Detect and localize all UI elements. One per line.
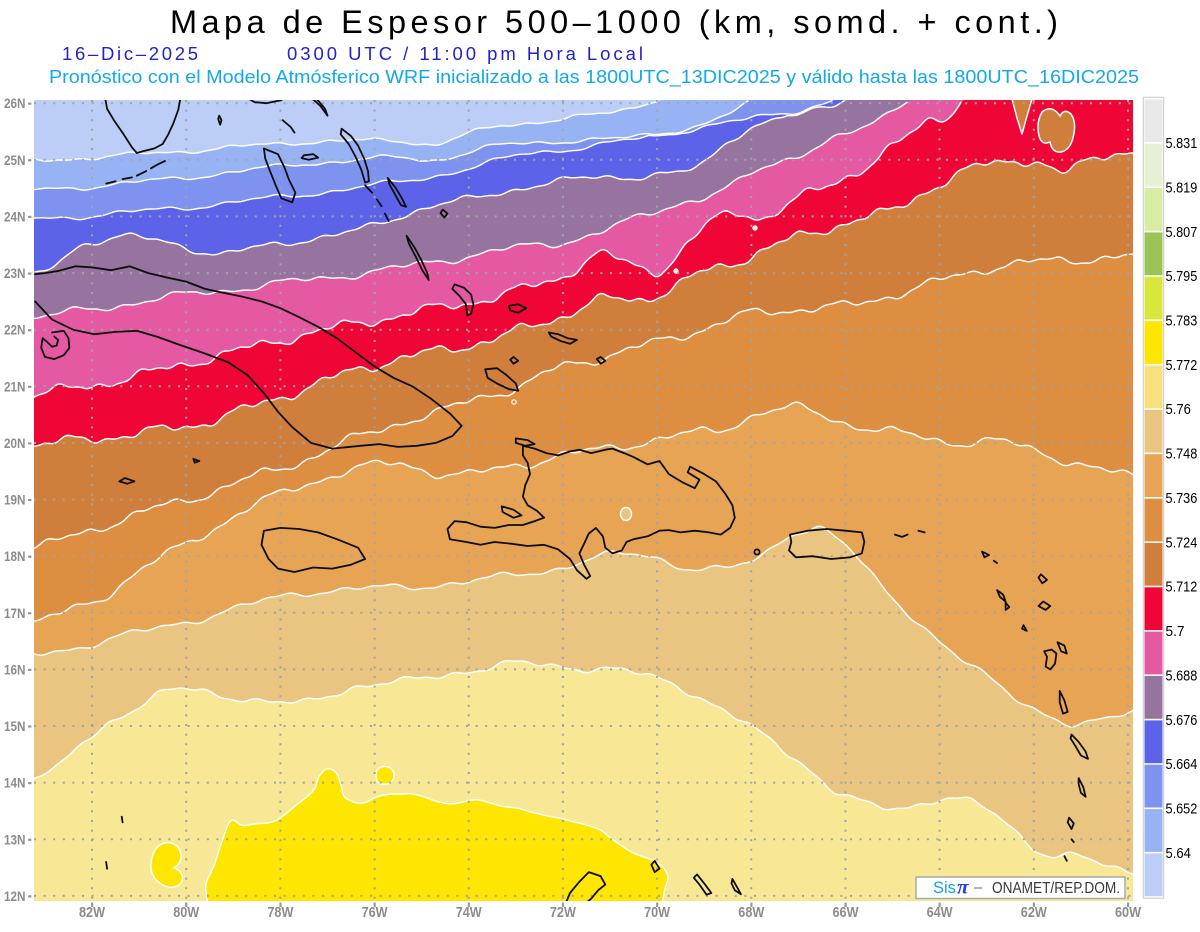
svg-text:5.831: 5.831 xyxy=(1166,136,1198,152)
svg-text:5.819: 5.819 xyxy=(1166,180,1198,196)
svg-text:80W: 80W xyxy=(173,904,200,921)
svg-text:76W: 76W xyxy=(362,904,389,921)
svg-text:22N: 22N xyxy=(4,322,26,338)
svg-text:0300 UTC / 11:00 pm Hora Local: 0300 UTC / 11:00 pm Hora Local xyxy=(287,43,643,64)
svg-text:26N: 26N xyxy=(4,95,26,111)
svg-text:5.783: 5.783 xyxy=(1166,314,1198,330)
svg-text:15N: 15N xyxy=(4,718,26,734)
svg-text:13N: 13N xyxy=(4,831,26,847)
svg-text:62W: 62W xyxy=(1021,904,1048,921)
svg-text:5.664: 5.664 xyxy=(1166,757,1198,773)
svg-text:14N: 14N xyxy=(4,775,26,791)
svg-text:5.652: 5.652 xyxy=(1166,802,1198,818)
svg-text:21N: 21N xyxy=(4,378,26,394)
svg-text:12N: 12N xyxy=(4,888,26,904)
svg-text:5.688: 5.688 xyxy=(1166,668,1198,684)
svg-text:ONAMET/REP.DOM.: ONAMET/REP.DOM. xyxy=(992,880,1120,897)
svg-text:60W: 60W xyxy=(1115,904,1142,921)
svg-text:Pronóstico con el Modelo Atmo: Pronóstico con el Modelo Atmósferico W… xyxy=(49,67,1139,88)
svg-text:20N: 20N xyxy=(4,435,26,451)
svg-text:5.76: 5.76 xyxy=(1166,402,1191,418)
svg-text:5.736: 5.736 xyxy=(1166,491,1198,507)
svg-text:18N: 18N xyxy=(4,548,26,564)
svg-text:16–Dic–2025: 16–Dic–2025 xyxy=(62,43,198,64)
svg-text:25N: 25N xyxy=(4,152,26,168)
svg-text:17N: 17N xyxy=(4,605,26,621)
svg-text:5.676: 5.676 xyxy=(1166,713,1198,729)
svg-text:5.724: 5.724 xyxy=(1166,535,1198,551)
svg-text:5.795: 5.795 xyxy=(1166,269,1198,285)
svg-text:5.772: 5.772 xyxy=(1166,358,1198,374)
svg-text:5.748: 5.748 xyxy=(1166,447,1198,463)
svg-text:16N: 16N xyxy=(4,661,26,677)
svg-text:72W: 72W xyxy=(550,904,577,921)
svg-text:78W: 78W xyxy=(267,904,294,921)
svg-text:5.7: 5.7 xyxy=(1166,624,1185,640)
svg-text:π: π xyxy=(957,875,969,899)
svg-text:68W: 68W xyxy=(738,904,765,921)
svg-text:70W: 70W xyxy=(644,904,671,921)
svg-text:82W: 82W xyxy=(79,904,106,921)
svg-text:Sis: Sis xyxy=(933,879,956,897)
svg-text:–: – xyxy=(974,879,983,896)
svg-text:5.807: 5.807 xyxy=(1166,225,1198,241)
svg-text:66W: 66W xyxy=(833,904,860,921)
svg-text:24N: 24N xyxy=(4,208,26,224)
svg-text:23N: 23N xyxy=(4,265,26,281)
svg-text:64W: 64W xyxy=(927,904,954,921)
svg-text:74W: 74W xyxy=(456,904,483,921)
svg-text:5.64: 5.64 xyxy=(1166,846,1191,862)
svg-text:5.712: 5.712 xyxy=(1166,580,1198,596)
svg-text:19N: 19N xyxy=(4,492,26,508)
